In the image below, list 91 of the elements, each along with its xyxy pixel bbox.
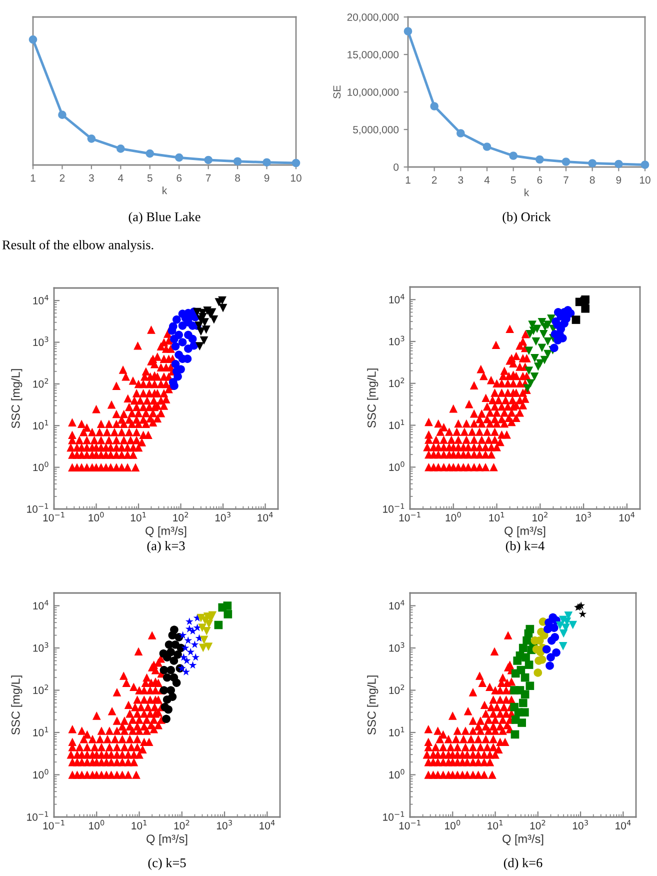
y-tick-label: 10$^{4}$ xyxy=(33,294,48,304)
x-tick-label: 3 xyxy=(88,174,94,182)
x-tick-label: 10 xyxy=(640,176,650,184)
y-tick-label: 10$^{2}$ xyxy=(33,684,48,694)
y-axis-title: SE xyxy=(333,86,341,98)
y-tick-label: 10$^{4}$ xyxy=(389,600,404,610)
y-tick-label: 10$^{1}$ xyxy=(33,726,48,736)
y-tick-label: 10$^{2}$ xyxy=(389,378,404,388)
y-tick-label: 10$^{3}$ xyxy=(389,336,404,346)
text: (c) k=5 xyxy=(148,858,186,870)
y-tick-label: 10$^{1}$ xyxy=(33,420,48,430)
y-tick-label: 10$^{4}$ xyxy=(389,294,404,304)
y-tick-label: 10$^{−1}$ xyxy=(27,503,48,513)
text: Result of the elbow analysis. xyxy=(2,240,154,252)
y-tick-label: 10$^{1}$ xyxy=(389,726,404,736)
y-tick-label: 15,000,000 xyxy=(348,51,399,60)
x-tick-label: 10$^{0}$ xyxy=(445,820,460,830)
y-tick-label: 10$^{0}$ xyxy=(389,461,404,471)
x-tick-label: 7 xyxy=(206,174,211,182)
y-axis-title: SSC [mg/L] xyxy=(367,368,378,428)
x-tick-label: 5 xyxy=(147,174,152,182)
y-tick-label: 0 xyxy=(394,164,399,171)
x-tick-label: 10$^{−1}$ xyxy=(43,820,64,830)
x-tick-label: 10$^{3}$ xyxy=(572,820,588,830)
x-tick-label: 10$^{1}$ xyxy=(132,820,147,830)
x-tick-label: 7 xyxy=(564,176,568,184)
y-tick-label: 10$^{0}$ xyxy=(389,769,404,779)
x-tick-label: 10$^{4}$ xyxy=(616,820,631,830)
y-tick-label: 10$^{−1}$ xyxy=(383,503,404,513)
y-tick-label: 5,000,000 xyxy=(353,126,399,135)
x-tick-label: 6 xyxy=(537,176,542,184)
x-tick-label: 9 xyxy=(264,174,270,182)
x-tick-label: 10$^{−1}$ xyxy=(399,512,420,522)
x-tick-label: 10$^{3}$ xyxy=(216,820,232,830)
text: (b) k=4 xyxy=(506,541,544,553)
x-tick-label: 4 xyxy=(484,176,490,184)
text: (a) k=3 xyxy=(147,541,185,553)
x-tick-label: 10$^{1}$ xyxy=(130,512,146,522)
x-tick-label: 10$^{0}$ xyxy=(88,512,104,522)
x-tick-label: 10$^{4}$ xyxy=(619,512,635,522)
x-axis-title: k xyxy=(524,188,530,196)
x-tick-label: 5 xyxy=(510,176,516,184)
y-tick-label: 10$^{2}$ xyxy=(389,684,404,694)
x-tick-label: 10$^{4}$ xyxy=(258,512,273,522)
y-tick-label: 10$^{1}$ xyxy=(389,420,404,430)
y-tick-label: 10$^{−1}$ xyxy=(27,811,48,821)
text: (b) Orick xyxy=(502,212,551,224)
x-tick-label: 10$^{0}$ xyxy=(446,512,461,522)
y-tick-label: 10$^{3}$ xyxy=(33,336,48,346)
x-tick-label: 1 xyxy=(30,174,36,182)
x-axis-title: Q [m³/s] xyxy=(146,526,186,538)
x-tick-label: 3 xyxy=(458,176,464,184)
y-axis-title: SSC [mg/L] xyxy=(11,369,22,428)
x-axis-title: Q [m³/s] xyxy=(502,834,544,846)
y-tick-label: 10$^{−1}$ xyxy=(383,811,404,821)
x-tick-label: 10$^{2}$ xyxy=(530,820,546,830)
text: (a) Blue Lake xyxy=(128,212,200,224)
x-axis-title: k xyxy=(162,186,168,194)
x-tick-label: 10$^{−1}$ xyxy=(43,512,64,522)
x-tick-label: 10 xyxy=(291,174,302,182)
y-tick-label: 10$^{0}$ xyxy=(33,462,48,472)
x-tick-label: 4 xyxy=(118,174,124,182)
x-tick-label: 2 xyxy=(60,174,65,182)
x-tick-label: 10$^{3}$ xyxy=(215,512,230,522)
x-axis-title: Q [m³/s] xyxy=(504,526,546,538)
y-tick-label: 10,000,000 xyxy=(348,88,399,98)
y-tick-label: 20,000,000 xyxy=(347,14,399,22)
x-tick-label: 8 xyxy=(590,176,595,184)
x-tick-label: 2 xyxy=(432,176,437,184)
x-tick-label: 10$^{2}$ xyxy=(532,512,548,522)
y-tick-label: 10$^{3}$ xyxy=(33,642,48,652)
x-tick-label: 10$^{2}$ xyxy=(174,820,190,830)
x-tick-label: 10$^{4}$ xyxy=(260,820,275,830)
x-tick-label: 10$^{1}$ xyxy=(489,512,504,522)
y-axis-title: SSC [mg/L] xyxy=(367,676,378,735)
x-tick-label: 9 xyxy=(616,176,622,184)
x-tick-label: 6 xyxy=(176,174,182,182)
y-tick-label: 10$^{2}$ xyxy=(33,378,48,388)
y-axis-title: SSC [mg/L] xyxy=(11,676,22,735)
y-tick-label: 10$^{4}$ xyxy=(33,600,48,610)
y-tick-label: 10$^{0}$ xyxy=(33,769,48,779)
x-axis-title: Q [m³/s] xyxy=(146,834,188,846)
x-tick-label: 10$^{0}$ xyxy=(89,820,104,830)
x-tick-label: 10$^{2}$ xyxy=(173,512,188,522)
x-tick-label: 1 xyxy=(406,176,410,184)
x-tick-label: 10$^{3}$ xyxy=(576,512,591,522)
text: (d) k=6 xyxy=(504,858,542,870)
x-tick-label: 8 xyxy=(235,174,240,182)
x-tick-label: 10$^{1}$ xyxy=(488,820,503,830)
y-tick-label: 10$^{3}$ xyxy=(389,642,404,652)
x-tick-label: 10$^{−1}$ xyxy=(399,820,420,830)
